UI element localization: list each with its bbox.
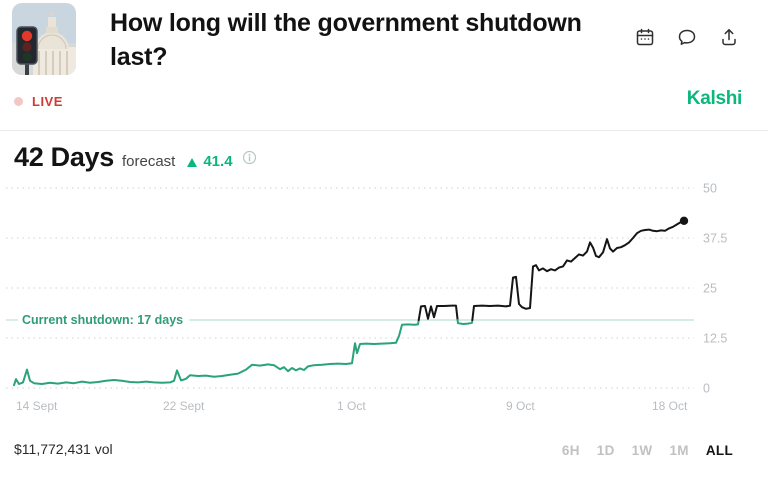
up-triangle-icon <box>187 157 198 167</box>
x-tick-label: 9 Oct <box>506 399 535 413</box>
range-all[interactable]: ALL <box>705 443 733 458</box>
price-line <box>471 219 685 321</box>
y-tick-label: 12.5 <box>703 332 727 346</box>
capitol-traffic-light-image <box>12 3 76 75</box>
header-divider <box>0 130 768 131</box>
y-tick-label: 37.5 <box>703 232 727 246</box>
calendar-button[interactable] <box>634 26 656 48</box>
comment-icon <box>678 29 696 45</box>
price-line <box>13 319 420 387</box>
forecast-row: 42 Days forecast 41.4 <box>14 142 257 173</box>
range-selector: 6H 1D 1W 1M ALL <box>562 443 733 458</box>
price-line <box>456 319 474 325</box>
live-indicator: LIVE <box>14 94 63 109</box>
forecast-value: 42 Days <box>14 142 114 172</box>
x-tick-label: 14 Sept <box>16 399 58 413</box>
share-button[interactable] <box>718 26 740 48</box>
market-thumbnail <box>12 3 76 75</box>
price-chart[interactable]: 0 12.5 25 37.5 50 14 Sept 22 Sept 1 Oct 9 Oct 18 … <box>0 178 768 424</box>
volume-label: $11,772,431 vol <box>14 441 113 457</box>
info-button[interactable] <box>242 150 257 165</box>
calendar-icon <box>636 28 654 46</box>
share-icon <box>722 29 736 46</box>
x-tick-label: 18 Oct <box>652 399 688 413</box>
info-icon <box>242 150 256 165</box>
range-1d[interactable]: 1D <box>596 443 615 458</box>
y-tick-label: 25 <box>703 282 717 296</box>
kalshi-logo[interactable]: Kalshi <box>686 88 743 109</box>
price-line <box>417 304 459 321</box>
threshold-label: Current shutdown: 17 days <box>22 313 183 327</box>
header-actions <box>634 26 740 48</box>
forecast-delta-value: 41.4 <box>203 153 233 170</box>
range-1w[interactable]: 1W <box>631 443 653 458</box>
forecast-label: forecast <box>121 153 176 170</box>
range-1m[interactable]: 1M <box>669 443 689 458</box>
x-tick-label: 1 Oct <box>337 399 366 413</box>
y-tick-label: 50 <box>703 182 717 196</box>
y-tick-label: 0 <box>703 382 710 396</box>
range-6h[interactable]: 6H <box>561 443 580 458</box>
last-price-dot <box>679 216 689 225</box>
comment-button[interactable] <box>676 26 698 48</box>
forecast-delta: 41.4 <box>187 153 233 170</box>
live-dot-icon <box>14 97 23 106</box>
x-tick-label: 22 Sept <box>163 399 205 413</box>
page-title: How long will the government shutdown la… <box>110 9 582 71</box>
live-label: LIVE <box>32 94 63 109</box>
